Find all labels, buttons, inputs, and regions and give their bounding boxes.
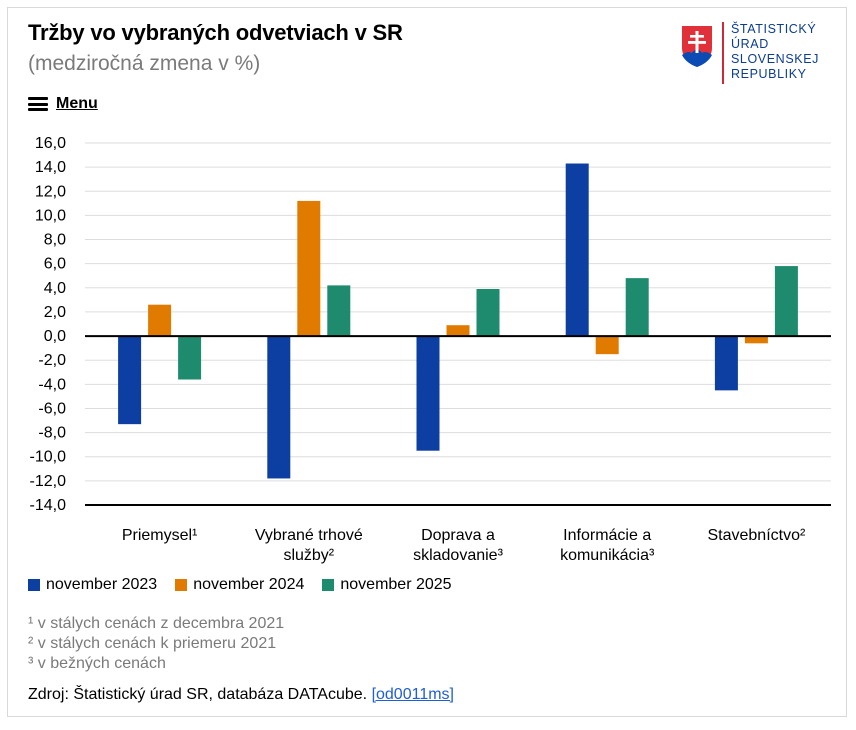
coat-of-arms-icon	[679, 23, 715, 70]
bar-november-2025	[625, 278, 649, 337]
logo-text-line: REPUBLIKY	[731, 67, 807, 81]
legend-item-2024[interactable]: november 2024	[175, 576, 304, 594]
hamburger-icon	[28, 97, 48, 111]
bar-chart: 16,0 14,0 12,0 10,0 8,0 6,0 4,0 2,0 0,0 -2,0 -4,0 -…	[30, 135, 831, 564]
footnotes: ¹ v stálych cenách z decembra 2021 ² v s…	[28, 614, 284, 674]
x-tick-label: Stavebníctvo²	[707, 527, 806, 544]
bar-november-2023	[416, 336, 440, 451]
y-tick-label: 4,0	[44, 280, 66, 297]
bar-november-2024	[595, 336, 619, 355]
logo-text-line: ÚRAD	[731, 37, 769, 51]
statistical-office-logo: ŠTATISTICKÝ ÚRAD SLOVENSKEJ REPUBLIKY	[678, 22, 819, 84]
legend-label: november 2025	[340, 576, 452, 593]
y-tick-label: -4,0	[38, 376, 66, 393]
bar-november-2024	[148, 304, 172, 337]
menu-button[interactable]: Menu	[28, 95, 98, 113]
footnote: ² v stálych cenách k priemeru 2021	[28, 635, 277, 652]
x-tick-label: Doprava a skladovanie³	[413, 527, 504, 564]
y-tick-label: 0,0	[44, 328, 66, 345]
y-tick-label: -8,0	[38, 425, 66, 442]
bar-november-2025	[178, 336, 202, 380]
y-tick-label: 8,0	[44, 232, 66, 249]
y-tick-label: -12,0	[30, 473, 67, 490]
y-tick-label: 2,0	[44, 304, 66, 321]
y-tick-label: -2,0	[38, 352, 66, 369]
legend-item-2025[interactable]: november 2025	[322, 576, 452, 594]
bar-november-2025	[327, 285, 351, 337]
bar-november-2025	[476, 289, 500, 337]
logo-text-line: ŠTATISTICKÝ	[731, 22, 817, 36]
legend-item-2023[interactable]: november 2023	[28, 576, 157, 594]
y-tick-label: 12,0	[35, 183, 66, 200]
y-tick-label: 16,0	[35, 135, 66, 152]
legend-swatch	[175, 579, 188, 591]
y-tick-label: -6,0	[38, 400, 66, 417]
legend-swatch	[28, 579, 40, 591]
legend-swatch	[322, 579, 335, 591]
x-tick-label: Vybrané trhové služby²	[255, 527, 363, 564]
chart-title: Tržby vo vybraných odvetviach v SR	[28, 20, 403, 45]
bar-november-2023	[267, 336, 291, 479]
y-tick-label: -14,0	[30, 497, 67, 514]
bar-november-2024	[446, 325, 470, 337]
legend: november 2023 november 2024 november 202…	[28, 576, 470, 594]
y-tick-label: 6,0	[44, 256, 66, 273]
x-tick-label: Informácie a komunikácia³	[560, 527, 655, 564]
bar-november-2023	[118, 336, 142, 425]
chart-subtitle: (medziročná zmena v %)	[28, 52, 261, 75]
bar-november-2024	[297, 200, 321, 337]
legend-label: november 2023	[46, 576, 158, 593]
bar-november-2023	[714, 336, 738, 391]
source-note: Zdroj: Štatistický úrad SR, databáza DAT…	[28, 686, 454, 704]
y-tick-label: 14,0	[35, 159, 66, 176]
menu-label: Menu	[56, 95, 98, 112]
source-link[interactable]: [od0011ms]	[371, 686, 454, 703]
bar-november-2025	[774, 266, 798, 337]
legend-label: november 2024	[193, 576, 305, 593]
bar-november-2024	[744, 336, 768, 344]
y-tick-label: -10,0	[30, 449, 67, 466]
footnote: ¹ v stálych cenách z decembra 2021	[28, 615, 285, 632]
y-tick-label: 10,0	[35, 207, 66, 224]
footnote: ³ v bežných cenách	[28, 655, 166, 672]
bar-november-2023	[565, 163, 589, 337]
logo-divider	[722, 22, 724, 84]
source-text: Zdroj: Štatistický úrad SR, databáza DAT…	[28, 686, 368, 703]
logo-text-line: SLOVENSKEJ	[731, 52, 819, 66]
x-tick-label: Priemysel¹	[122, 527, 198, 544]
